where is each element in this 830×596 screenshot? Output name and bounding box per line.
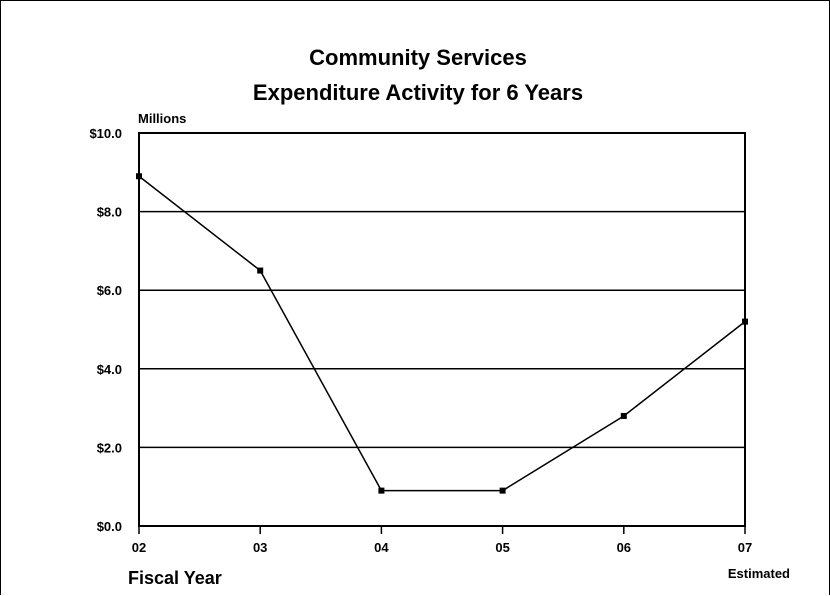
data-point: [257, 267, 264, 274]
data-point: [378, 487, 385, 494]
y-tick-label: $6.0: [97, 283, 122, 298]
x-tick-label: 06: [617, 540, 631, 555]
x-tick-label: 05: [495, 540, 509, 555]
estimated-note: Estimated: [728, 566, 790, 581]
y-tick-label: $8.0: [97, 205, 122, 220]
gridlines: [139, 210, 745, 449]
data-point: [136, 173, 142, 180]
data-point: [742, 318, 748, 325]
plot-area: [138, 132, 746, 527]
x-tick-label: 02: [132, 540, 146, 555]
chart-title-line-1: Community Services: [309, 45, 527, 70]
y-axis-unit-label: Millions: [138, 111, 186, 126]
x-axis-label: Fiscal Year: [128, 568, 222, 588]
y-axis-ticks: $0.0 $2.0 $4.0 $6.0 $8.0 $10.0: [89, 126, 122, 534]
x-axis-ticks: 02 03 04 05 06 07: [132, 526, 752, 555]
y-tick-label: $4.0: [97, 362, 122, 377]
series-group: [136, 173, 748, 494]
y-tick-label: $0.0: [97, 519, 122, 534]
data-point: [499, 487, 506, 494]
x-tick-label: 07: [738, 540, 752, 555]
y-tick-label: $2.0: [97, 440, 122, 455]
chart-title-line-2: Expenditure Activity for 6 Years: [253, 80, 583, 105]
data-point: [620, 412, 627, 419]
series-line: [138, 175, 746, 492]
x-tick-label: 03: [253, 540, 267, 555]
x-tick-label: 04: [374, 540, 389, 555]
y-tick-label: $10.0: [89, 126, 122, 141]
